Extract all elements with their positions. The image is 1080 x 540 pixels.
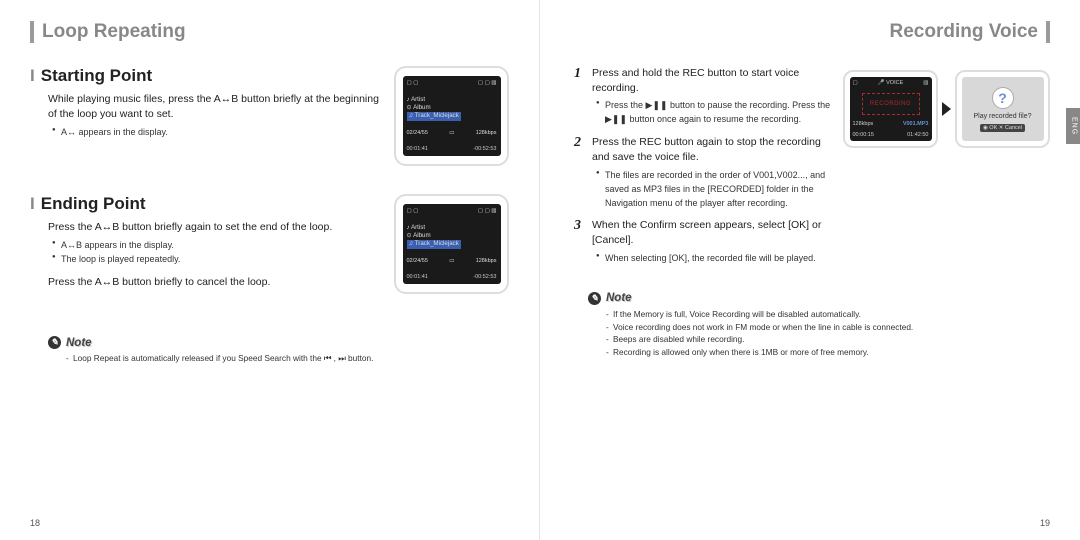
step-text: Press the REC button again to stop the r… [592, 135, 833, 164]
page-left: Loop Repeating I Starting Point While pl… [0, 0, 540, 540]
screen-artist: Artist [411, 224, 425, 231]
right-screenshots: ▢🎤 VOICE▥ RECORDING 128kbpsV001.MP3 00:0… [843, 70, 1050, 148]
step-number: 2 [574, 135, 586, 210]
voice-record-shot: ▢🎤 VOICE▥ RECORDING 128kbpsV001.MP3 00:0… [843, 70, 938, 148]
section-starting-point: I Starting Point While playing music fil… [30, 66, 509, 166]
ending-text: I Ending Point Press the A↔B button brie… [30, 194, 380, 290]
screen-list: ♪ Artist ⊙ Album ♫ Track_Miclejack [407, 96, 497, 121]
note-label: Note [606, 292, 632, 304]
starting-bullets: A↔ appears in the display. [30, 126, 380, 140]
page-number-right: 19 [1040, 518, 1050, 528]
step-bullets: The files are recorded in the order of V… [592, 169, 833, 211]
title-bar-left: Loop Repeating [30, 18, 509, 46]
page-spread: Loop Repeating I Starting Point While pl… [0, 0, 1080, 540]
ending-bullets: A↔B appears in the display. The loop is … [30, 239, 380, 267]
page-number-left: 18 [30, 518, 40, 528]
arrow-right-icon [942, 102, 951, 116]
right-columns: 1 Press and hold the REC button to start… [570, 66, 1050, 270]
confirm-shot: ? Play recorded file? ◉ OK ✕ Cancel [955, 70, 1050, 148]
section-bar-icon: I [30, 194, 35, 214]
note-item: Beeps are disabled while recording. [606, 333, 1050, 346]
page-title-right: Recording Voice [881, 21, 1046, 43]
starting-text: I Starting Point While playing music fil… [30, 66, 380, 140]
device-screenshot-start: ▢ ▢▢ ▢ ▥ ♪ Artist ⊙ Album ♫ Track_Miclej… [394, 66, 509, 166]
section-head: I Ending Point [30, 194, 380, 214]
bullet-item: When selecting [OK], the recorded file w… [596, 252, 833, 266]
screen-bottom-row: 00:01:41-00:52:53 [407, 146, 497, 152]
screen-top-row: ▢ ▢▢ ▢ ▥ [407, 208, 497, 214]
note-list-left: Loop Repeat is automatically released if… [30, 352, 509, 365]
step-text: When the Confirm screen appears, select … [592, 218, 833, 247]
title-accent-bar [1046, 21, 1050, 43]
screen-info-row: 02/24/55▭128kbps [407, 258, 497, 264]
section-title: Starting Point [41, 66, 152, 86]
note-item: Loop Repeat is automatically released if… [66, 352, 509, 365]
confirm-prompt: Play recorded file? [974, 113, 1032, 120]
screen-album: Album [413, 232, 431, 239]
note-item: If the Memory is full, Voice Recording w… [606, 308, 1050, 321]
right-content: 1 Press and hold the REC button to start… [570, 66, 833, 270]
bullet-item: The files are recorded in the order of V… [596, 169, 833, 211]
section-title: Ending Point [41, 194, 146, 214]
screen-track: Track_Miclejack [415, 112, 459, 119]
screen-album: Album [413, 104, 431, 111]
step-1: 1 Press and hold the REC button to start… [570, 66, 833, 127]
note-item: Recording is allowed only when there is … [606, 346, 1050, 359]
confirm-okrow: ◉ OK ✕ Cancel [980, 124, 1025, 132]
screen-track: Track_Miclejack [415, 240, 459, 247]
screen-info-row: 02/24/55▭128kbps [407, 130, 497, 136]
starting-body: While playing music files, press the A↔B… [30, 92, 380, 122]
confirm-screen: ? Play recorded file? ◉ OK ✕ Cancel [962, 77, 1044, 141]
ending-body2: Press the A↔B button briefly to cancel t… [30, 275, 380, 290]
screen-bottom-row: 00:01:41-00:52:53 [407, 274, 497, 280]
note-head-left: ✎ Note [30, 336, 509, 349]
ending-body1: Press the A↔B button briefly again to se… [30, 220, 380, 235]
section-bar-icon: I [30, 66, 35, 86]
bullet-item: Press the ▶❚❚ button to pause the record… [596, 99, 833, 127]
note-item: Voice recording does not work in FM mode… [606, 321, 1050, 334]
bullet-item: The loop is played repeatedly. [52, 253, 380, 267]
page-right: Recording Voice 1 Press and hold the REC… [540, 0, 1080, 540]
title-bar-right: Recording Voice [570, 18, 1050, 46]
step-number: 1 [574, 66, 586, 127]
screen-list: ♪ Artist ⊙ Album ♫ Track_Miclejack [407, 224, 497, 249]
step-text: Press and hold the REC button to start v… [592, 66, 833, 95]
step-2: 2 Press the REC button again to stop the… [570, 135, 833, 210]
bullet-item: A↔B appears in the display. [52, 239, 380, 253]
step-bullets: Press the ▶❚❚ button to pause the record… [592, 99, 833, 127]
voice-filename: V001.MP3 [903, 121, 929, 127]
note-label: Note [66, 337, 92, 349]
note-list-right: If the Memory is full, Voice Recording w… [570, 308, 1050, 359]
voice-screen: ▢🎤 VOICE▥ RECORDING 128kbpsV001.MP3 00:0… [850, 77, 932, 141]
step-3: 3 When the Confirm screen appears, selec… [570, 218, 833, 265]
page-title-left: Loop Repeating [34, 21, 194, 43]
section-head: I Starting Point [30, 66, 380, 86]
note-head-right: ✎ Note [570, 292, 1050, 305]
screen-top-row: ▢ ▢▢ ▢ ▥ [407, 80, 497, 86]
language-tab[interactable]: ENG [1066, 108, 1080, 144]
section-ending-point: I Ending Point Press the A↔B button brie… [30, 194, 509, 294]
question-icon: ? [992, 87, 1014, 109]
step-number: 3 [574, 218, 586, 265]
step-bullets: When selecting [OK], the recorded file w… [592, 252, 833, 266]
recording-indicator: RECORDING [862, 93, 920, 115]
screen-artist: Artist [411, 96, 425, 103]
bullet-item: A↔ appears in the display. [52, 126, 380, 140]
note-icon: ✎ [48, 336, 61, 349]
note-icon: ✎ [588, 292, 601, 305]
device-screenshot-end: ▢ ▢▢ ▢ ▥ ♪ Artist ⊙ Album ♫ Track_Miclej… [394, 194, 509, 294]
screen-start: ▢ ▢▢ ▢ ▥ ♪ Artist ⊙ Album ♫ Track_Miclej… [403, 76, 501, 156]
screen-end: ▢ ▢▢ ▢ ▥ ♪ Artist ⊙ Album ♫ Track_Miclej… [403, 204, 501, 284]
